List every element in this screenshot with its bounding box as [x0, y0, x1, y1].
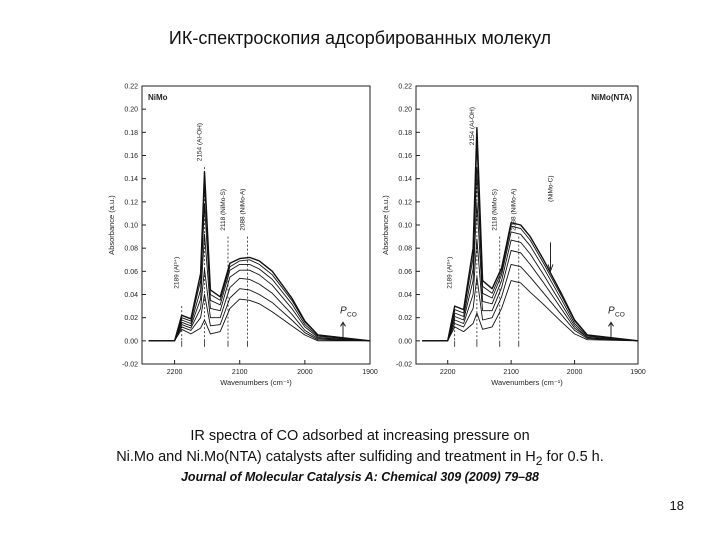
journal-reference: Journal of Molecular Catalysis A: Chemic… — [180, 470, 540, 484]
y-tick-label: 0.22 — [124, 84, 138, 91]
spectrum-line-4 — [148, 233, 371, 342]
spectrum-line-1 — [422, 280, 639, 342]
y-tick-label: 0.04 — [398, 292, 412, 299]
annotation-label: 2088 (NiMo-A) — [240, 189, 247, 231]
y-tick-label: -0.02 — [396, 362, 412, 369]
x-tick-label: 2200 — [167, 369, 183, 376]
pressure-arrowhead — [340, 321, 346, 327]
y-tick-label: 0.00 — [124, 338, 138, 345]
x-tick-label: 2000 — [567, 369, 583, 376]
spectrum-line-6 — [148, 182, 371, 342]
y-tick-label: 0.08 — [398, 246, 412, 253]
y-tick-label: 0.12 — [124, 199, 138, 206]
pressure-subscript: CO — [347, 312, 357, 319]
y-tick-label: 0.06 — [124, 269, 138, 276]
pressure-subscript: CO — [615, 312, 625, 319]
y-tick-label: 0.20 — [124, 107, 138, 114]
x-axis-label: Wavenumbers (cm⁻¹) — [220, 378, 292, 387]
y-tick-label: 0.10 — [124, 223, 138, 230]
spectrum-line-5 — [148, 203, 371, 342]
y-tick-label: 0.02 — [124, 315, 138, 322]
spectrum-line-4 — [422, 201, 639, 342]
spectrum-line-7 — [422, 127, 639, 342]
y-tick-label: 0.18 — [398, 130, 412, 137]
panel-label: NiMo — [148, 93, 168, 102]
ir-spectra-figure: -0.02 0.00 0.02 0.04 0.06 0.08 0.10 0.12 0.14 0.1… — [98, 74, 658, 404]
annotation-label: 2189 (Al³⁺) — [447, 257, 454, 289]
y-tick-label: 0.14 — [398, 176, 412, 183]
annotation-label: 2088 (NiMo-A) — [511, 189, 518, 231]
spectrum-line-3 — [422, 238, 639, 342]
chart-panel-1: -0.02 0.00 0.02 0.04 0.06 0.08 0.10 0.12 0.14 0.1… — [107, 84, 378, 388]
spectrum-line-6 — [422, 143, 639, 342]
y-tick-label: 0.00 — [398, 338, 412, 345]
page-number: 18 — [669, 498, 684, 513]
annotation-label: 2154 (Al-OH) — [469, 107, 476, 145]
y-tick-label: -0.02 — [122, 362, 138, 369]
x-tick-label: 2000 — [297, 369, 313, 376]
x-tick-label: 2100 — [232, 369, 248, 376]
chart-panel-2: -0.02 0.00 0.02 0.04 0.06 0.08 0.10 0.12 0.14 0.1… — [381, 84, 646, 388]
annotation-arrowhead — [547, 264, 554, 273]
annotation-label: 2118 (NiMo-S) — [220, 189, 227, 231]
panel-label: NiMo(NTA) — [591, 93, 632, 102]
y-axis-label: Absorbance (a.u.) — [381, 195, 390, 255]
annotation-label: 2189 (Al³⁺) — [174, 257, 181, 289]
y-tick-label: 0.12 — [398, 199, 412, 206]
caption-line-1: IR spectra of CO adsorbed at increasing … — [190, 428, 530, 444]
annotation-label: 2118 (NiMo-S) — [492, 189, 499, 231]
spectrum-line-3 — [148, 268, 371, 342]
y-tick-label: 0.06 — [398, 269, 412, 276]
slide-title: ИК-спектроскопия адсорбированных молекул — [168, 28, 552, 48]
annotation-label: 2154 (Al-OH) — [197, 123, 204, 161]
pressure-label: P — [608, 306, 615, 317]
x-axis-label: Wavenumbers (cm⁻¹) — [491, 378, 563, 387]
y-tick-label: 0.20 — [398, 107, 412, 114]
y-tick-label: 0.08 — [124, 246, 138, 253]
pressure-arrowhead — [608, 321, 614, 327]
spectrum-line-1 — [148, 298, 370, 342]
spectrum-line-7 — [148, 170, 371, 342]
ir-spectra-svg: -0.02 0.00 0.02 0.04 0.06 0.08 0.10 0.12 0.14 0.1… — [107, 84, 646, 388]
x-tick-label: 1900 — [630, 369, 646, 376]
plot-frame — [141, 85, 371, 365]
caption-line-2: Ni.Mo and Ni.Mo(NTA) catalysts after sul… — [0, 449, 720, 468]
plot-frame — [415, 85, 639, 365]
caption-line-2-subscript: 2 — [535, 453, 543, 468]
x-tick-label: 2200 — [440, 369, 456, 376]
y-tick-label: 0.18 — [124, 130, 138, 137]
y-axis-label: Absorbance (a.u.) — [107, 195, 116, 255]
spectrum-line-2 — [148, 288, 371, 342]
annotation-label: (NiMo-C) — [548, 175, 555, 201]
caption-line-2-text: Ni.Mo and Ni.Mo(NTA) catalysts after sul… — [116, 449, 536, 465]
y-tick-label: 0.14 — [124, 176, 138, 183]
y-tick-label: 0.16 — [124, 153, 138, 160]
y-tick-label: 0.02 — [398, 315, 412, 322]
y-tick-label: 0.16 — [398, 153, 412, 160]
x-tick-label: 2100 — [503, 369, 519, 376]
spectrum-line-2 — [422, 263, 639, 342]
spectrum-line-5 — [422, 168, 639, 342]
y-tick-label: 0.22 — [398, 84, 412, 91]
y-tick-label: 0.10 — [398, 223, 412, 230]
caption-line-2-end: for 0.5 h. — [542, 449, 604, 465]
y-tick-label: 0.04 — [124, 292, 138, 299]
pressure-label: P — [340, 306, 347, 317]
x-tick-label: 1900 — [362, 369, 378, 376]
